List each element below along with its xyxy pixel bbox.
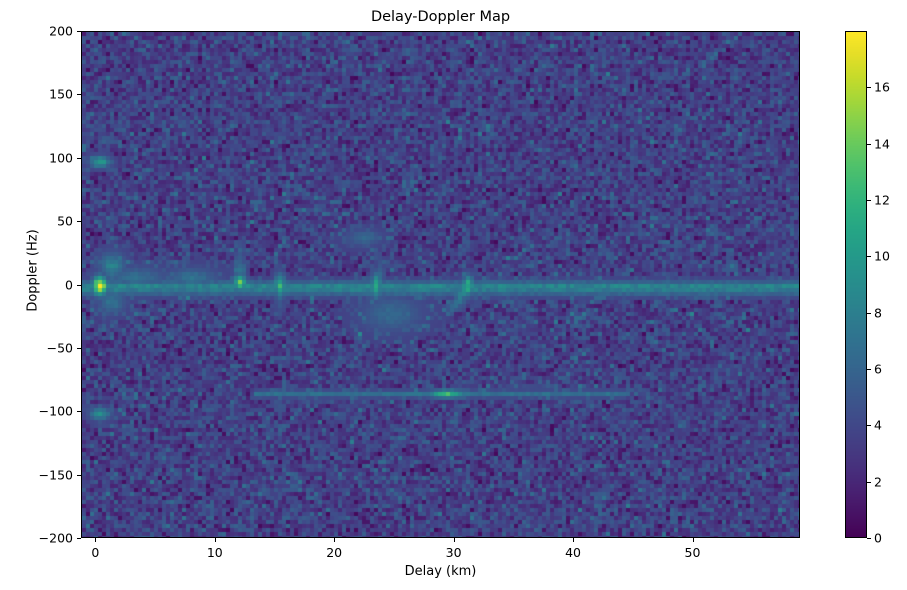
y-tick-mark — [77, 31, 81, 32]
colorbar-tick-label: 4 — [874, 417, 882, 433]
x-tick-label: 10 — [206, 545, 223, 560]
colorbar-tick-label: 2 — [874, 474, 882, 490]
page-title: Delay-Doppler Map — [370, 9, 511, 25]
x-tick-mark — [214, 538, 216, 542]
colorbar-tick-mark — [867, 538, 871, 539]
delay-doppler-heatmap-axes[interactable] — [81, 31, 800, 538]
y-tick-mark — [77, 474, 81, 476]
x-tick-mark — [692, 538, 694, 542]
colorbar-tick-mark — [867, 87, 871, 89]
y-tick-label: −200 — [38, 530, 73, 546]
y-tick-label: −50 — [46, 340, 73, 356]
y-tick-mark — [77, 284, 81, 286]
y-tick-mark — [77, 221, 81, 223]
x-tick-label: 30 — [445, 545, 462, 560]
colorbar-tick-label: 16 — [874, 79, 890, 95]
colorbar-tick-mark — [867, 369, 871, 370]
x-tick-mark — [95, 538, 97, 542]
y-tick-mark — [77, 347, 81, 349]
x-tick-mark — [334, 538, 336, 542]
x-tick-label: 50 — [684, 545, 701, 560]
y-tick-label: −150 — [38, 467, 73, 483]
colorbar-tick-label: 14 — [874, 136, 890, 152]
y-axis-label: Doppler (Hz) — [25, 229, 41, 312]
x-tick-label: 40 — [565, 545, 582, 560]
y-tick-mark — [77, 94, 81, 96]
colorbar-tick-mark — [867, 256, 871, 258]
y-tick-mark — [77, 411, 81, 413]
y-tick-label: −100 — [38, 403, 73, 419]
x-tick-label: 20 — [326, 545, 343, 560]
colorbar-tick-label: 6 — [874, 361, 882, 377]
y-tick-label: 200 — [49, 23, 73, 39]
colorbar-tick-mark — [867, 425, 871, 427]
y-tick-label: 0 — [65, 277, 73, 292]
colorbar-tick-label: 0 — [874, 530, 882, 546]
colorbar-tick-label: 12 — [874, 192, 890, 208]
colorbar-gradient — [846, 32, 866, 537]
heatmap-image — [82, 32, 799, 537]
x-tick-mark — [453, 538, 455, 542]
y-tick-label: 50 — [57, 213, 73, 229]
colorbar-tick-mark — [867, 481, 871, 483]
x-axis-label: Delay (km) — [404, 564, 477, 579]
y-tick-mark — [77, 157, 81, 159]
y-tick-label: 150 — [49, 86, 73, 102]
colorbar-tick-label: 8 — [874, 305, 882, 321]
x-tick-mark — [573, 538, 575, 542]
colorbar-tick-mark — [867, 200, 871, 201]
colorbar[interactable] — [845, 31, 867, 538]
x-tick-label: 0 — [91, 545, 100, 560]
y-tick-label: 100 — [49, 150, 73, 166]
colorbar-tick-mark — [867, 143, 871, 145]
colorbar-tick-label: 10 — [874, 248, 890, 264]
colorbar-tick-mark — [867, 312, 871, 314]
y-tick-mark — [77, 538, 81, 539]
